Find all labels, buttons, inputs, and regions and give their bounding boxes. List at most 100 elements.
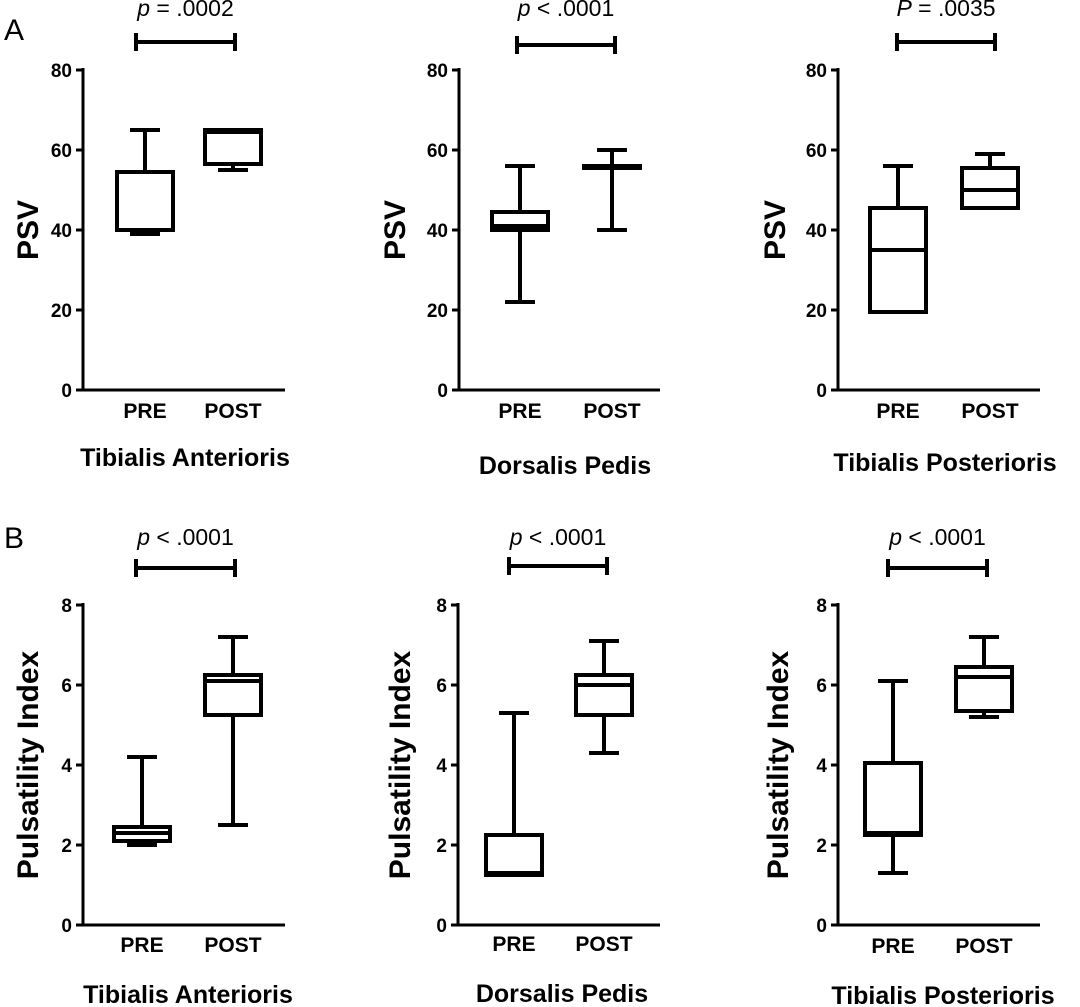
box-post — [582, 148, 642, 232]
y-tick-label: 4 — [61, 756, 72, 777]
y-tick-label: 2 — [436, 836, 447, 857]
p-value-text: < .0001 — [531, 0, 615, 21]
x-category-label: POST — [961, 400, 1018, 423]
y-tick-label: 0 — [61, 916, 72, 937]
box-pre — [115, 128, 175, 236]
iqr-box — [954, 665, 1014, 713]
y-axis-title: Pulsatility Index — [12, 650, 45, 879]
p-symbol: P — [896, 0, 912, 21]
x-category-label: PRE — [498, 400, 541, 423]
y-tick-label: 20 — [427, 301, 448, 322]
p-value-text: < .0001 — [902, 524, 986, 550]
y-tick-label: 80 — [427, 61, 448, 82]
panel-letter-b: B — [4, 522, 24, 555]
chart-title: Tibialis Posterioris — [833, 449, 1056, 477]
chart-1: 0 20 40 60 80 PSV PRE POST Tibialis Anterioris p … — [12, 0, 290, 472]
chart-title: Dorsalis Pedis — [476, 980, 648, 1007]
box-post — [954, 635, 1014, 719]
chart-6: 0 2 4 6 8 Pulsatility Index PRE POST Tibialis Po… — [762, 524, 1055, 1007]
y-axis-title: Pulsatility Index — [762, 650, 795, 879]
x-category-label: PRE — [123, 400, 166, 423]
p-value-label: p < .0001 — [888, 524, 986, 550]
chart-title: Dorsalis Pedis — [479, 452, 651, 480]
y-tick-label: 8 — [61, 596, 72, 617]
p-value-label: p < .0001 — [509, 524, 607, 550]
p-value-text: = .0035 — [912, 0, 996, 21]
panel-letter-a: A — [4, 14, 24, 47]
y-tick-label: 4 — [816, 756, 827, 777]
box-pre — [112, 755, 172, 847]
x-category-label: POST — [955, 935, 1012, 958]
y-tick-label: 80 — [806, 61, 827, 82]
box-pre — [484, 711, 544, 877]
y-tick-label: 20 — [806, 301, 827, 322]
p-symbol: p — [517, 0, 531, 21]
y-tick-label: 0 — [816, 916, 827, 937]
p-value-label: P = .0035 — [896, 0, 995, 21]
x-category-label: PRE — [871, 935, 914, 958]
y-tick-label: 40 — [51, 221, 72, 242]
chart-title: Tibialis Anterioris — [80, 444, 290, 472]
y-tick-label: 6 — [816, 676, 827, 697]
iqr-box — [203, 128, 263, 166]
y-tick-label: 60 — [51, 141, 72, 162]
iqr-box — [868, 206, 928, 314]
y-tick-label: 80 — [51, 61, 72, 82]
y-tick-label: 8 — [436, 596, 447, 617]
p-symbol: p — [888, 524, 902, 550]
x-category-label: POST — [575, 933, 632, 956]
p-value-label: p < .0001 — [136, 524, 234, 550]
y-axis-title: Pulsatility Index — [384, 650, 417, 879]
p-value-label: p < .0001 — [517, 0, 615, 21]
y-tick-label: 60 — [427, 141, 448, 162]
chart-2: 0 20 40 60 80 PSV PRE POST Dorsalis Pedis p < .00… — [379, 0, 660, 480]
y-tick-label: 2 — [61, 836, 72, 857]
y-tick-label: 6 — [436, 676, 447, 697]
chart-3: 0 20 40 60 80 PSV PRE POST Tibialis Posterioris P… — [759, 0, 1057, 477]
chart-title: Tibialis Posterioris — [831, 982, 1054, 1007]
y-tick-label: 0 — [437, 381, 448, 402]
iqr-box — [574, 673, 634, 717]
y-tick-label: 4 — [436, 756, 447, 777]
x-category-label: PRE — [120, 934, 163, 957]
p-value-text: < .0001 — [523, 524, 607, 550]
x-category-label: POST — [583, 400, 640, 423]
box-post — [574, 639, 634, 755]
p-symbol: p — [509, 524, 523, 550]
y-tick-label: 2 — [816, 836, 827, 857]
box-pre — [868, 164, 928, 314]
box-pre — [490, 164, 550, 304]
y-tick-label: 8 — [816, 596, 827, 617]
p-value-label: p = .0002 — [136, 0, 234, 21]
y-tick-label: 0 — [816, 381, 827, 402]
iqr-box — [863, 761, 923, 837]
chart-title: Tibialis Anterioris — [83, 981, 293, 1007]
chart-5: 0 2 4 6 8 Pulsatility Index PRE POST Dorsalis Pe… — [384, 524, 660, 1007]
iqr-box — [484, 833, 544, 877]
y-tick-label: 40 — [806, 221, 827, 242]
iqr-box — [115, 170, 175, 232]
y-tick-label: 40 — [427, 221, 448, 242]
x-category-label: POST — [204, 934, 261, 957]
y-tick-label: 20 — [51, 301, 72, 322]
box-post — [203, 635, 263, 827]
box-post — [960, 152, 1020, 210]
box-post — [203, 128, 263, 172]
y-tick-label: 6 — [61, 676, 72, 697]
p-symbol: p — [136, 0, 150, 21]
p-value-text: = .0002 — [150, 0, 234, 21]
p-value-text: < .0001 — [150, 524, 234, 550]
y-axis-title: PSV — [379, 200, 412, 260]
x-category-label: PRE — [492, 933, 535, 956]
y-axis-title: PSV — [759, 200, 792, 260]
x-category-label: PRE — [876, 400, 919, 423]
y-axis-title: PSV — [12, 200, 45, 260]
p-symbol: p — [136, 524, 150, 550]
y-tick-label: 60 — [806, 141, 827, 162]
box-pre — [863, 679, 923, 875]
chart-4: 0 2 4 6 8 Pulsatility Index PRE POST Tibialis An… — [12, 524, 293, 1007]
y-tick-label: 0 — [61, 381, 72, 402]
x-category-label: POST — [204, 400, 261, 423]
